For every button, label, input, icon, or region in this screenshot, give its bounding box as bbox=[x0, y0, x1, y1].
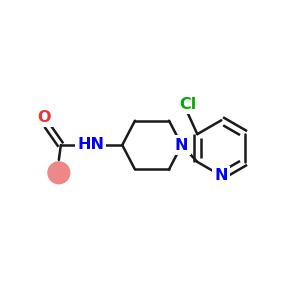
Text: Cl: Cl bbox=[179, 97, 196, 112]
Text: N: N bbox=[214, 168, 228, 183]
Text: N: N bbox=[175, 137, 188, 152]
Text: HN: HN bbox=[77, 136, 104, 152]
Circle shape bbox=[48, 162, 70, 184]
Text: O: O bbox=[37, 110, 51, 125]
